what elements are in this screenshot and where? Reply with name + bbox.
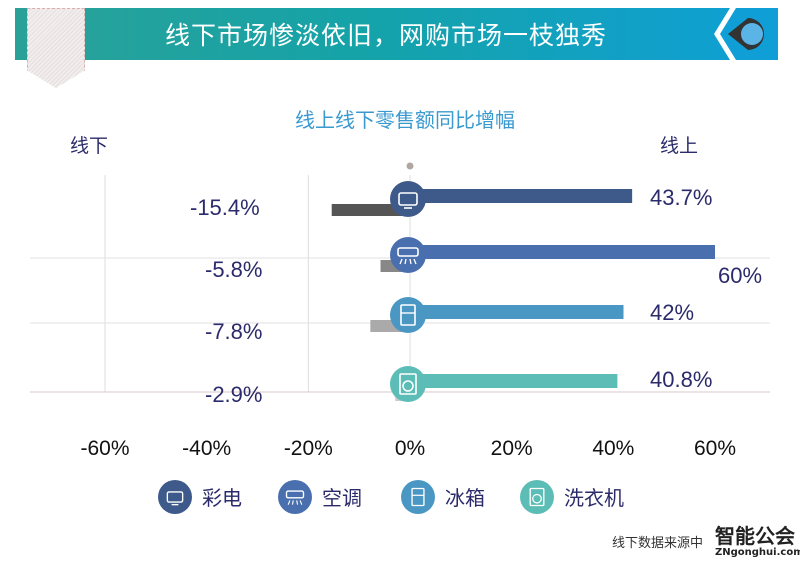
eye-icon [714,8,778,60]
offline-bar [331,204,410,216]
legend-label: 冰箱 [445,486,485,510]
air-conditioner-icon [397,247,419,265]
category-circle [390,297,426,333]
legend-tv-icon [166,491,184,506]
x-tick-label: 40% [592,437,634,460]
legend-label: 彩电 [202,486,242,510]
legend-swatch [520,480,554,514]
category-circle [390,237,426,273]
legend-label: 空调 [322,486,362,510]
online-value-label: 42% [650,300,694,325]
source-note: 线下数据来源中 [612,536,704,551]
x-tick-label: 0% [395,437,425,460]
chart-title: 线上线下零售额同比增幅 [295,108,515,132]
online-bar [410,245,715,259]
legend-washing-machine-icon [529,487,545,507]
offline-value-label: -15.4% [190,195,260,220]
legend-fridge-icon [411,487,425,507]
legend-swatch [158,480,192,514]
ribbon-decoration [27,8,85,88]
fridge-icon [400,304,416,326]
x-tick-label: 60% [694,437,736,460]
x-tick-label: -20% [284,437,333,460]
x-tick-label: 20% [491,437,533,460]
online-value-label: 60% [718,263,762,288]
legend-label: 洗衣机 [564,486,624,510]
online-bar [410,305,624,319]
header-banner [15,8,778,60]
axis-origin-dot [406,162,414,170]
category-circle [390,181,426,217]
offline-label: 线下 [70,135,108,157]
offline-value-label: -5.8% [205,257,262,282]
category-circle [390,366,426,402]
watermark-logo: 智能公会 ZNgonghui.com [715,524,800,558]
x-tick-label: -60% [80,437,129,460]
legend-swatch [401,480,435,514]
tv-icon [398,192,418,209]
legend-air-conditioner-icon [285,490,305,505]
x-tick-label: -40% [182,437,231,460]
online-bar [410,189,633,203]
offline-value-label: -7.8% [205,319,262,344]
online-label: 线上 [660,135,698,157]
online-value-label: 40.8% [650,367,712,392]
legend-swatch [278,480,312,514]
online-bar [410,374,618,388]
offline-value-label: -2.9% [205,382,262,407]
washing-machine-icon [399,373,417,395]
online-value-label: 43.7% [650,185,712,210]
page-title: 线下市场惨淡依旧，网购市场一枝独秀 [165,21,608,50]
